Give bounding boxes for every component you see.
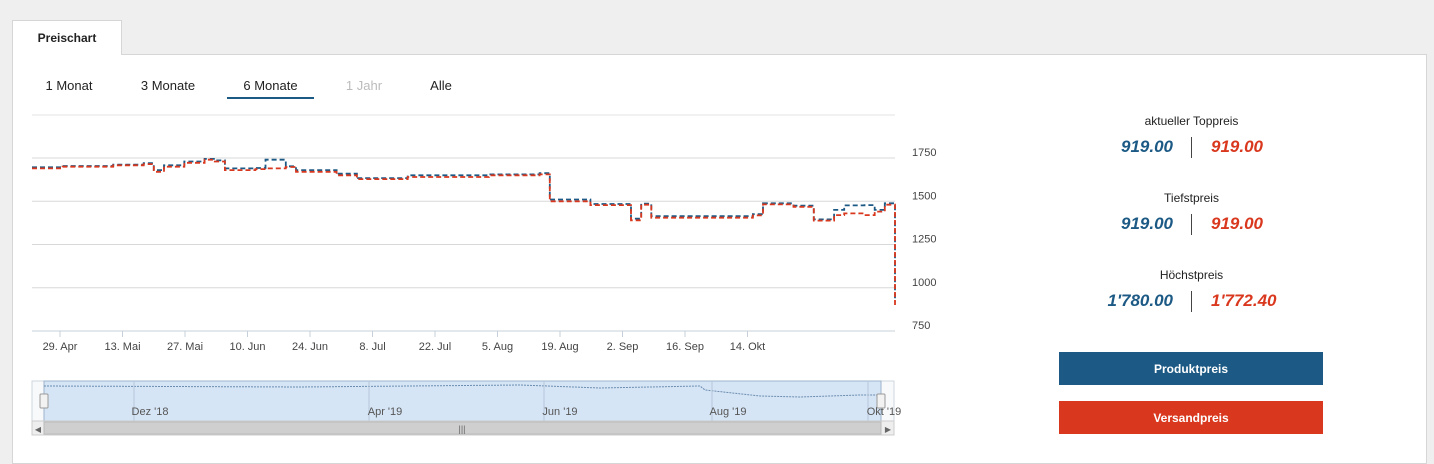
highest-price-row: 1'780.00 1'772.40 [1060,291,1323,315]
scroll-left-arrow-icon[interactable]: ◀ [35,425,42,434]
y-tick-label: 1250 [912,234,936,246]
x-tick-label: 10. Jun [229,341,265,353]
x-tick-label: 8. Jul [359,341,385,353]
series-line-product [32,158,896,302]
current-product-price: 919.00 [1121,137,1173,156]
range-3-months[interactable]: 3 Monate [140,78,196,93]
navigator-left-handle[interactable] [39,393,49,409]
x-tick-label: 16. Sep [666,341,704,353]
product-price-button[interactable]: Produktpreis [1059,352,1323,385]
y-tick-label: 1000 [912,277,936,289]
lowest-price-label: Tiefstpreis [1164,191,1219,205]
x-tick-label: 5. Aug [482,341,513,353]
range-6-months[interactable]: 6 Monate [227,77,314,99]
lowest-shipping-price: 919.00 [1211,214,1263,233]
x-tick-label: 14. Okt [730,341,765,353]
shipping-price-button[interactable]: Versandpreis [1059,401,1323,434]
navigator-series [43,384,881,398]
navigator-label: Jun '19 [542,406,577,418]
y-tick-label: 1750 [912,147,936,159]
highest-price-label: Höchstpreis [1159,268,1224,282]
highest-shipping-price: 1'772.40 [1211,291,1277,310]
range-all[interactable]: Alle [430,78,452,93]
scroll-right-arrow-icon[interactable]: ▶ [885,425,892,434]
navigator-selection [43,380,882,422]
current-shipping-price: 919.00 [1211,137,1263,156]
highest-product-price: 1'780.00 [1107,291,1174,310]
x-tick-label: 13. Mai [104,341,140,353]
x-tick-label: 22. Jul [419,341,451,353]
price-chart: 750 1000 1250 1500 1750 29. Apr 13. Mai 27. Ma… [31,114,936,436]
scrollbar-thumb[interactable] [43,421,882,435]
navigator-label: Aug '19 [710,406,747,418]
lowest-product-price: 919.00 [1121,214,1173,233]
divider [1191,137,1192,158]
x-tick-label: 19. Aug [541,341,578,353]
navigator-label: Dez '18 [132,406,169,418]
x-tick-label: 29. Apr [43,341,78,353]
current-price-row: 919.00 919.00 [1060,137,1323,161]
divider [1191,214,1192,235]
scrollbar-grip-icon: ||| [458,424,465,434]
y-tick-label: 1500 [912,190,936,202]
y-tick-label: 750 [912,320,930,332]
navigator-right-handle[interactable] [876,393,886,409]
range-1-year: 1 Jahr [345,78,383,93]
navigator-label: Apr '19 [368,406,403,418]
current-price-label: aktueller Toppreis [1144,114,1239,128]
x-tick-label: 2. Sep [607,341,639,353]
range-1-month[interactable]: 1 Monat [45,78,93,93]
tab-preischart[interactable]: Preischart [12,20,122,55]
navigator-label: Okt '19 [867,406,902,418]
x-tick-label: 27. Mai [167,341,203,353]
series-line-shipping [32,158,896,306]
x-tick-label: 24. Jun [292,341,328,353]
divider [1191,291,1192,312]
lowest-price-row: 919.00 919.00 [1060,214,1323,238]
